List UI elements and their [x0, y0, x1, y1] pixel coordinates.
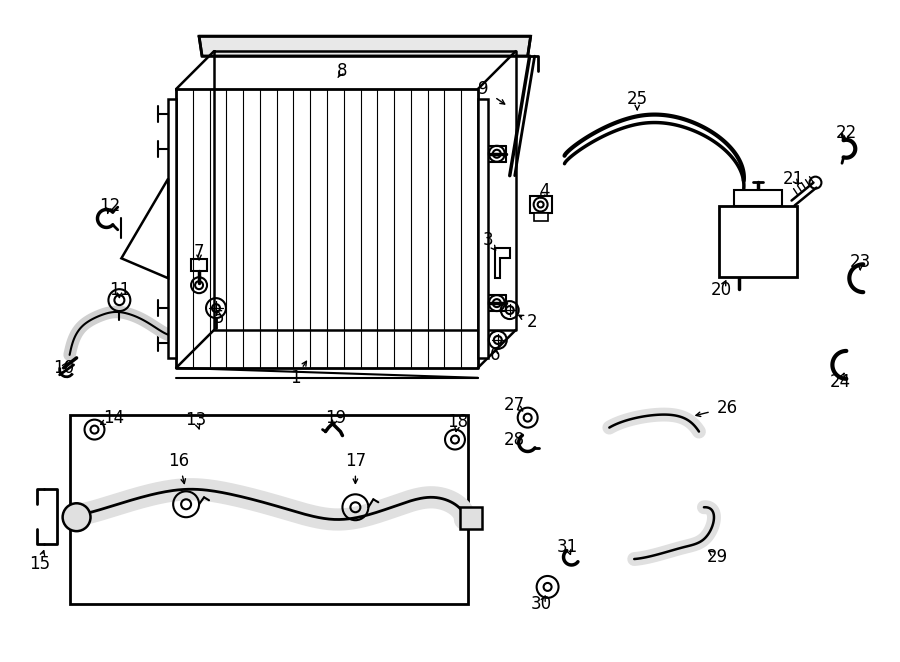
Text: 20: 20 [710, 281, 732, 299]
Polygon shape [478, 99, 488, 358]
Polygon shape [495, 248, 509, 278]
Polygon shape [191, 260, 207, 271]
Text: 29: 29 [706, 548, 727, 566]
Text: 9: 9 [478, 80, 488, 98]
Text: 17: 17 [345, 452, 366, 471]
Bar [719, 205, 796, 277]
Polygon shape [199, 36, 531, 56]
Bar [534, 214, 547, 222]
Text: 21: 21 [783, 169, 805, 187]
Text: 26: 26 [716, 399, 737, 416]
Text: 5: 5 [213, 309, 224, 327]
Text: 22: 22 [836, 124, 857, 142]
Text: 27: 27 [504, 396, 526, 414]
Bar [530, 195, 552, 214]
Text: 13: 13 [185, 410, 207, 428]
Bar [69, 414, 468, 604]
Text: 15: 15 [29, 555, 50, 573]
Text: 3: 3 [482, 232, 493, 250]
Text: 24: 24 [830, 373, 850, 391]
Text: 19: 19 [325, 408, 346, 426]
Text: 11: 11 [109, 281, 130, 299]
Text: 31: 31 [557, 538, 578, 556]
Text: 12: 12 [99, 197, 120, 214]
Text: 30: 30 [531, 595, 553, 613]
Text: 23: 23 [850, 254, 871, 271]
Bar [460, 507, 482, 529]
Text: 1: 1 [291, 369, 301, 387]
Text: 4: 4 [539, 181, 550, 199]
Text: 25: 25 [626, 90, 648, 108]
Text: 6: 6 [490, 346, 500, 364]
Text: 16: 16 [168, 452, 190, 471]
Text: 8: 8 [338, 62, 347, 80]
Circle shape [63, 503, 91, 531]
Text: 14: 14 [103, 408, 124, 426]
Text: 10: 10 [53, 359, 74, 377]
Circle shape [809, 177, 822, 189]
Text: 28: 28 [504, 430, 526, 449]
Text: 7: 7 [194, 244, 204, 261]
Text: 18: 18 [447, 412, 469, 430]
Bar [734, 189, 781, 205]
Text: 2: 2 [526, 313, 537, 331]
Polygon shape [168, 99, 176, 358]
